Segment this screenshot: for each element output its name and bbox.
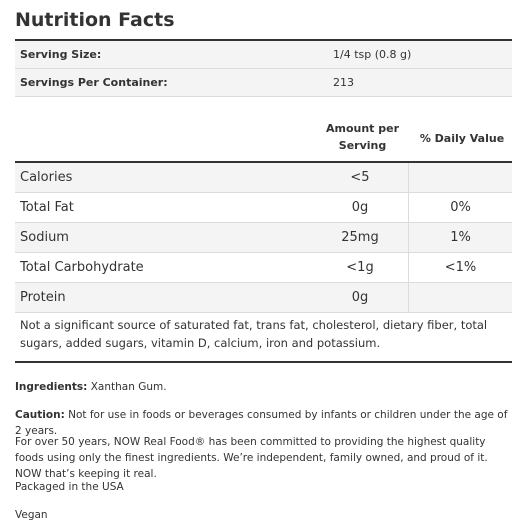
daily-value-header: % Daily Value <box>419 132 505 145</box>
amount-header-line1: Amount per <box>325 122 400 135</box>
serving-table: Serving Size: 1/4 tsp (0.8 g) Servings P… <box>15 41 512 97</box>
page-title: Nutrition Facts <box>15 9 175 31</box>
serving-size-value: 1/4 tsp (0.8 g) <box>328 41 512 69</box>
packaged-text: Packaged in the USA <box>15 481 124 493</box>
nutrient-amount: <5 <box>312 163 409 193</box>
vegan-text: Vegan <box>15 509 48 521</box>
table-row: Sodium 25mg 1% <box>15 222 512 253</box>
table-row: Total Carbohydrate <1g <1% <box>15 252 512 283</box>
serving-size-label: Serving Size: <box>15 41 328 69</box>
ingredients-label: Ingredients: <box>15 381 88 393</box>
caution-label: Caution: <box>15 409 65 421</box>
nutrient-amount: <1g <box>312 252 409 283</box>
table-row: Protein 0g <box>15 282 512 313</box>
nutrient-amount: 0g <box>312 192 409 223</box>
nutrient-name: Sodium <box>15 222 312 253</box>
nutrient-daily-value: 1% <box>408 222 512 253</box>
amount-header-line2: Serving <box>338 139 387 152</box>
table-row: Calories <5 <box>15 163 512 193</box>
ingredients-value: Xanthan Gum. <box>87 381 167 393</box>
servings-per-container-label: Servings Per Container: <box>15 68 328 97</box>
ingredients-text: Ingredients: Xanthan Gum. <box>15 379 515 395</box>
header-divider <box>15 161 512 163</box>
nutrient-name: Total Carbohydrate <box>15 252 312 283</box>
caution-text: Caution: Not for use in foods or beverag… <box>15 407 515 439</box>
nutrient-daily-value <box>408 282 512 313</box>
caution-value: Not for use in foods or beverages consum… <box>15 409 508 437</box>
amount-per-serving-header: Amount per Serving <box>315 120 410 154</box>
nutrients-table: Calories <5 Total Fat 0g 0% Sodium 25mg … <box>15 163 512 313</box>
nutrient-name: Protein <box>15 282 312 313</box>
nutrient-amount: 0g <box>312 282 409 313</box>
footnote: Not a significant source of saturated fa… <box>20 318 488 350</box>
nutrient-daily-value: 0% <box>408 192 512 223</box>
nutrient-name: Calories <box>15 163 312 193</box>
about-text: For over 50 years, NOW Real Food® has be… <box>15 436 488 480</box>
nutrient-daily-value: <1% <box>408 252 512 283</box>
bottom-divider <box>15 361 512 363</box>
nutrient-amount: 25mg <box>312 222 409 253</box>
top-divider <box>15 39 512 41</box>
table-row: Total Fat 0g 0% <box>15 192 512 223</box>
servings-per-container-value: 213 <box>328 68 512 97</box>
nutrient-daily-value <box>408 163 512 193</box>
serving-size-row: Serving Size: 1/4 tsp (0.8 g) <box>15 41 512 69</box>
servings-per-container-row: Servings Per Container: 213 <box>15 68 512 97</box>
nutrient-name: Total Fat <box>15 192 312 223</box>
